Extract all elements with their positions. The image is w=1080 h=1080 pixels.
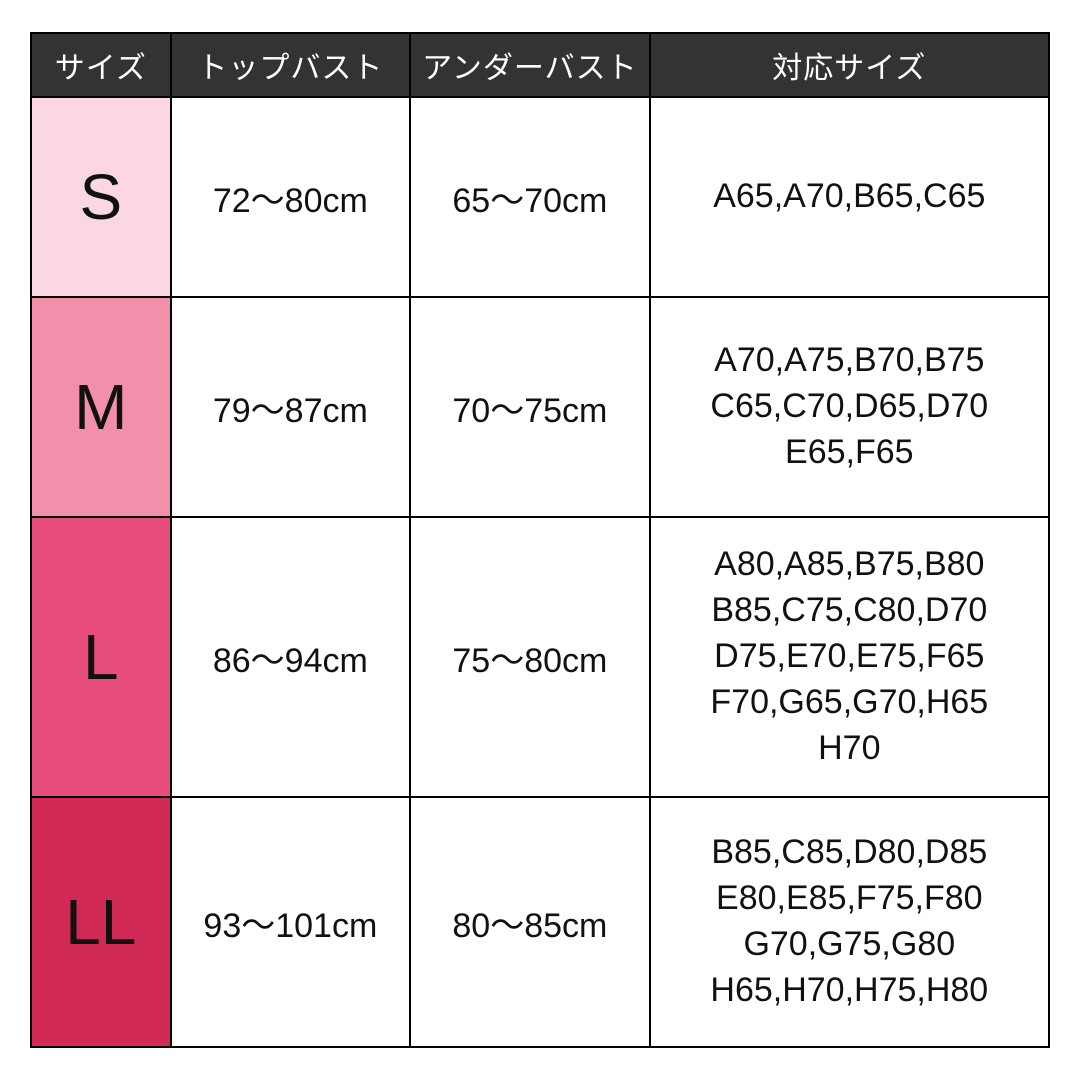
compat-line: B85,C75,C80,D70: [661, 588, 1038, 634]
header-compat: 対応サイズ: [650, 33, 1049, 97]
compat-line: C65,C70,D65,D70: [661, 384, 1038, 430]
top-bust-value: 86～94cm: [171, 517, 411, 797]
under-bust-value: 75～80cm: [410, 517, 649, 797]
compat-line: E80,E85,F75,F80: [661, 876, 1038, 922]
size-label: LL: [31, 797, 171, 1047]
header-under-bust: アンダーバスト: [410, 33, 649, 97]
compat-line: B85,C85,D80,D85: [661, 830, 1038, 876]
compat-value: A80,A85,B75,B80 B85,C75,C80,D70 D75,E70,…: [650, 517, 1049, 797]
top-bust-value: 93～101cm: [171, 797, 411, 1047]
under-bust-value: 80～85cm: [410, 797, 649, 1047]
compat-value: A70,A75,B70,B75 C65,C70,D65,D70 E65,F65: [650, 297, 1049, 517]
compat-line: F70,G65,G70,H65: [661, 680, 1038, 726]
compat-value: A65,A70,B65,C65: [650, 97, 1049, 297]
compat-line: E65,F65: [661, 430, 1038, 476]
compat-value: B85,C85,D80,D85 E80,E85,F75,F80 G70,G75,…: [650, 797, 1049, 1047]
header-size: サイズ: [31, 33, 171, 97]
compat-line: D75,E70,E75,F65: [661, 634, 1038, 680]
size-label: S: [31, 97, 171, 297]
compat-line: H70: [661, 726, 1038, 772]
table-row: LL 93～101cm 80～85cm B85,C85,D80,D85 E80,…: [31, 797, 1049, 1047]
table-row: S 72～80cm 65～70cm A65,A70,B65,C65: [31, 97, 1049, 297]
size-label: L: [31, 517, 171, 797]
under-bust-value: 70～75cm: [410, 297, 649, 517]
header-row: サイズ トップバスト アンダーバスト 対応サイズ: [31, 33, 1049, 97]
compat-line: A65,A70,B65,C65: [661, 174, 1038, 220]
top-bust-value: 79～87cm: [171, 297, 411, 517]
table-row: M 79～87cm 70～75cm A70,A75,B70,B75 C65,C7…: [31, 297, 1049, 517]
size-chart-table: サイズ トップバスト アンダーバスト 対応サイズ S 72～80cm 65～70…: [30, 32, 1050, 1048]
header-top-bust: トップバスト: [171, 33, 411, 97]
table-row: L 86～94cm 75～80cm A80,A85,B75,B80 B85,C7…: [31, 517, 1049, 797]
compat-line: G70,G75,G80: [661, 922, 1038, 968]
compat-line: H65,H70,H75,H80: [661, 968, 1038, 1014]
top-bust-value: 72～80cm: [171, 97, 411, 297]
size-label: M: [31, 297, 171, 517]
compat-line: A70,A75,B70,B75: [661, 338, 1038, 384]
compat-line: A80,A85,B75,B80: [661, 542, 1038, 588]
under-bust-value: 65～70cm: [410, 97, 649, 297]
